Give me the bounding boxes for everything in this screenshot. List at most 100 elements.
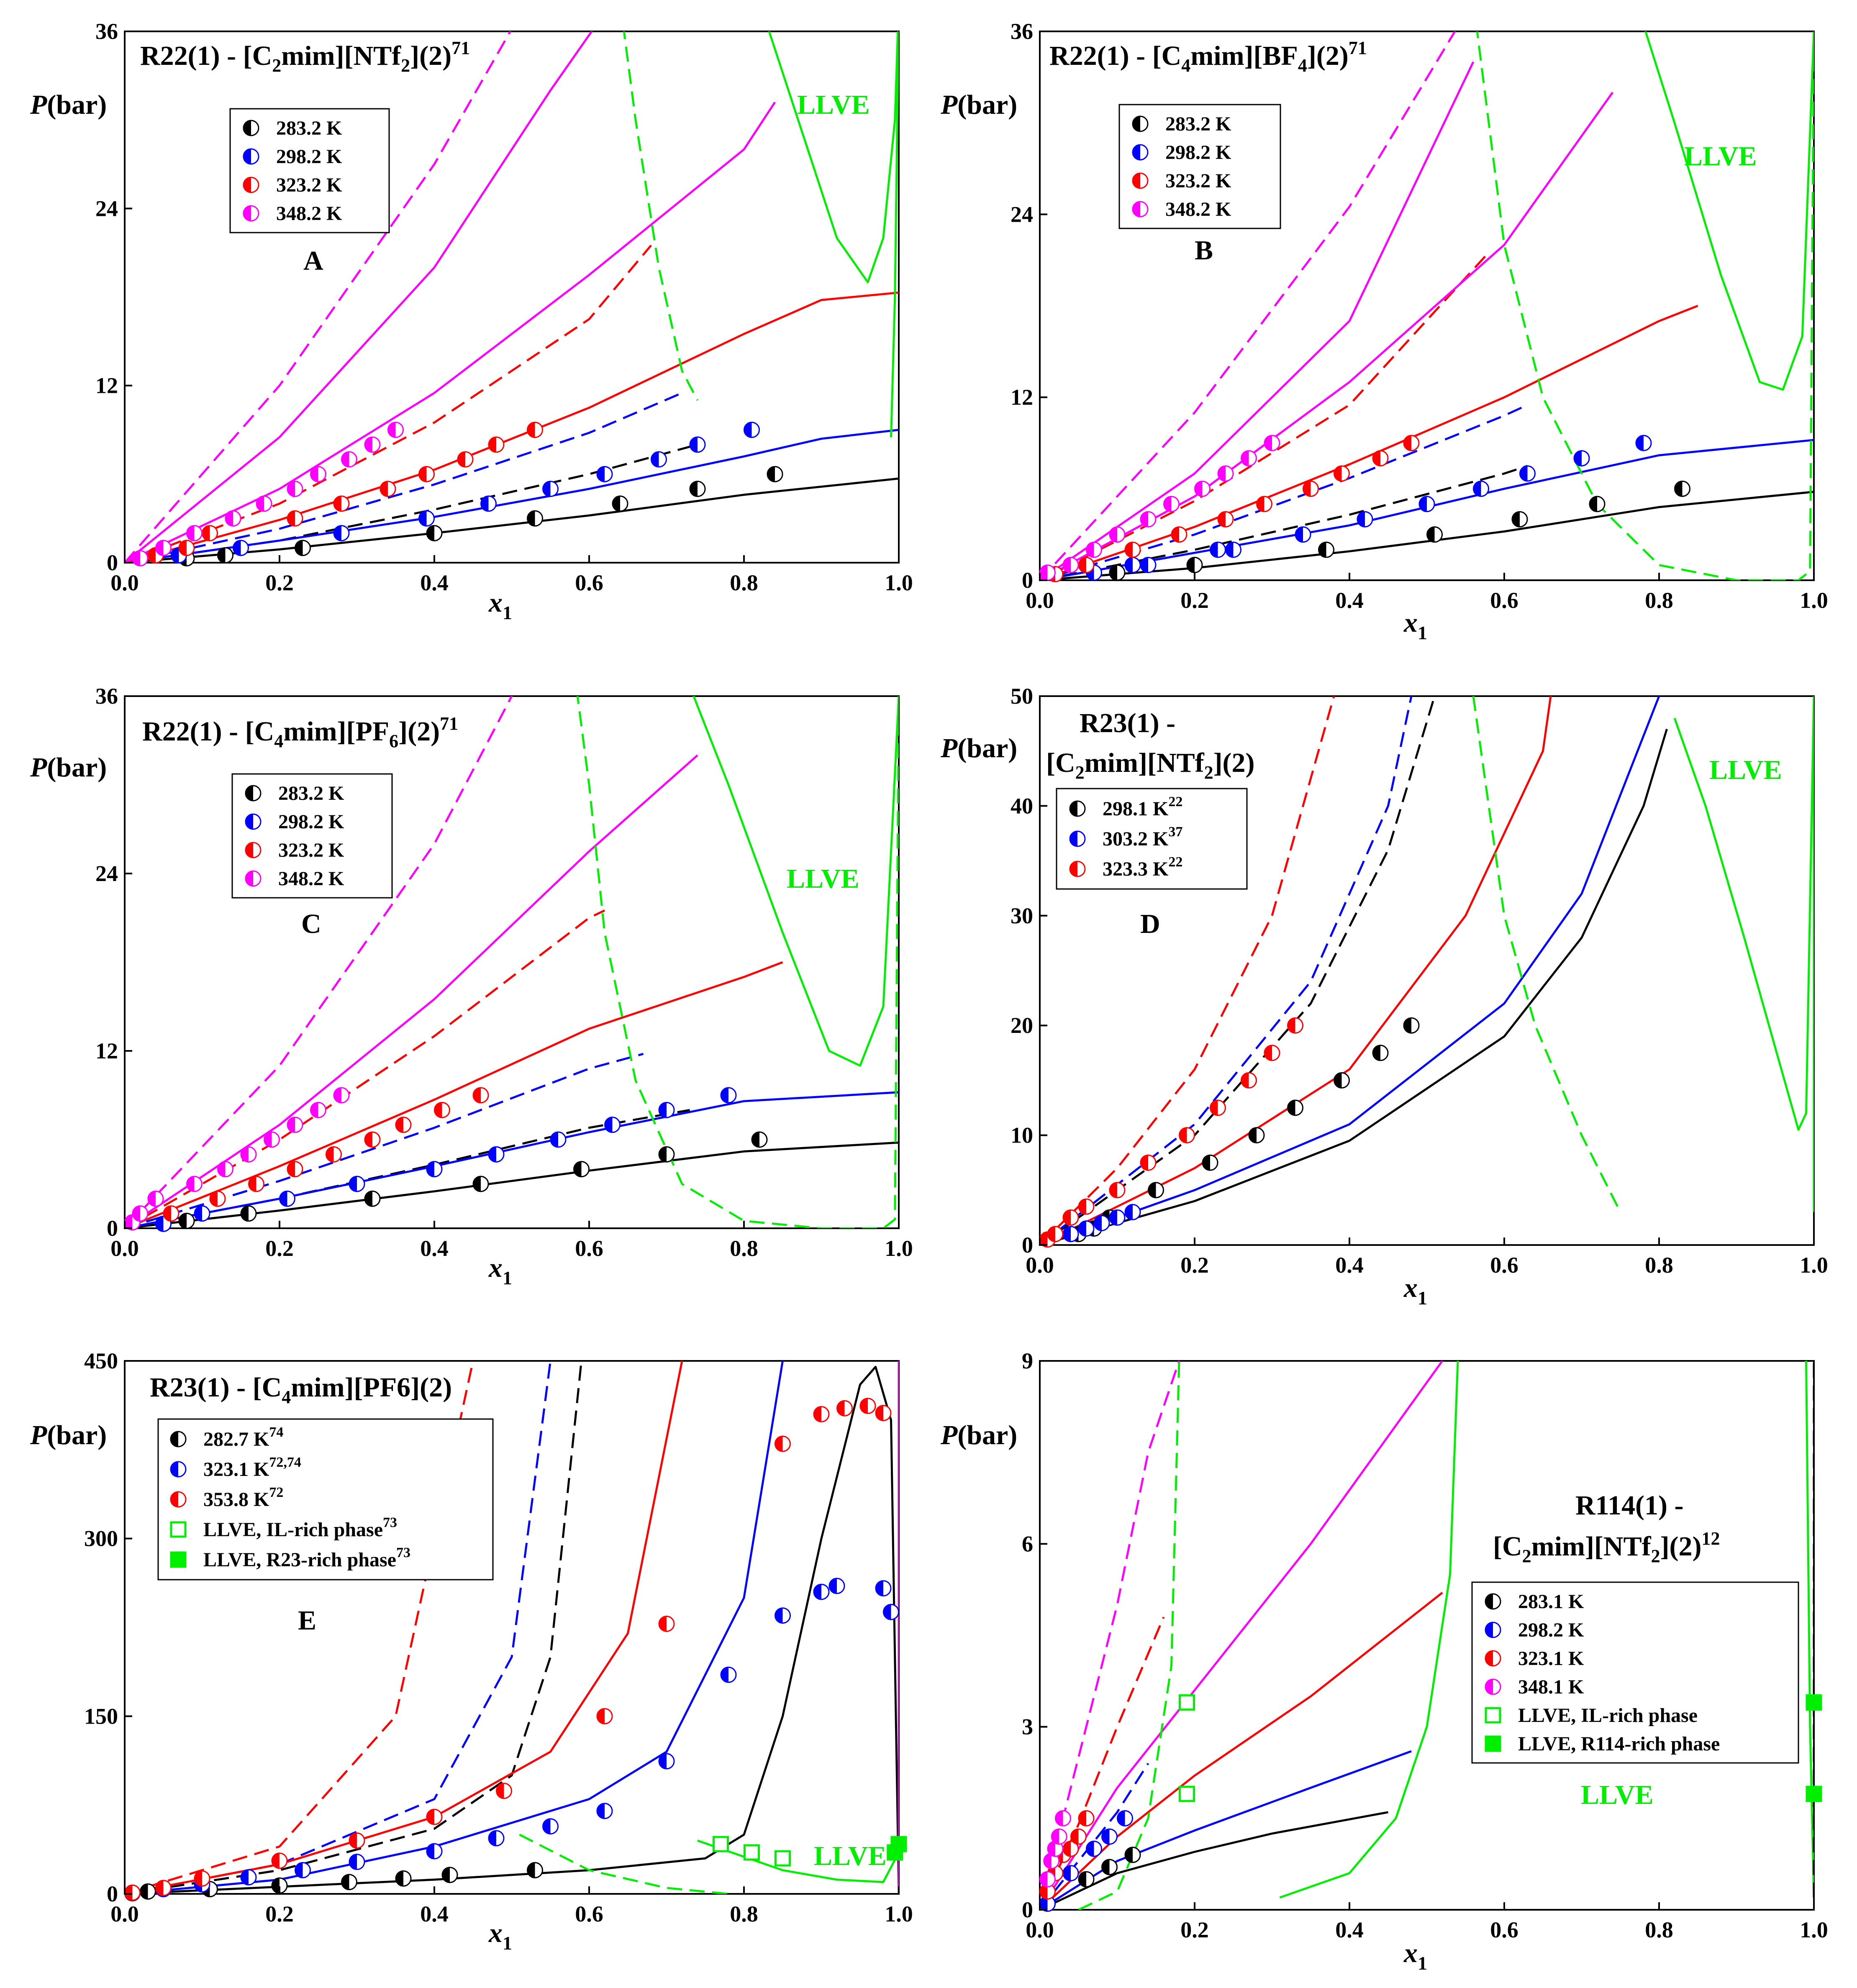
legend-label: 323.1 K [1518,1647,1584,1670]
data-point-s0-p6 [1674,480,1690,497]
x-axis-label: x1 [488,1918,512,1954]
curve-magenta-6 [125,754,698,1228]
panel-letter: E [298,1605,316,1636]
y-axis-label: P(bar) [940,733,1017,763]
data-point-s4-p1 [1179,1786,1195,1802]
x-axis-label: x1 [1403,607,1427,643]
legend-marker [245,813,262,830]
curve-black-dashed-1 [1040,465,1528,580]
legend-marker [243,177,259,193]
x-tick-label: 0.8 [1645,588,1673,613]
data-point-s1-p7 [651,451,667,468]
data-point-s0-p4 [341,1874,357,1891]
data-point-s2-p3 [1062,1840,1079,1857]
x-tick-label: 0.4 [420,570,449,595]
legend-label: 303.2 K37 [1103,824,1182,850]
data-point-s2-p12 [859,1398,876,1414]
data-point-s4-p0 [1179,1694,1195,1711]
data-point-s3-p3 [225,510,241,527]
curve-red-4 [1040,696,1552,1245]
data-point-s1-p4 [1124,1204,1141,1220]
curve-green-dashed-9 [1476,31,1814,580]
data-point-s2-p5 [364,1131,381,1148]
data-point-s0-p4 [573,1161,590,1178]
data-point-s1-p2 [279,1190,295,1207]
x-tick-label: 1.0 [885,570,913,595]
x-tick-label: 0.2 [1180,1253,1209,1278]
data-point-s1-p2 [1086,1840,1102,1857]
data-point-s3-p6 [310,466,326,482]
data-point-s3-p1 [1043,1852,1060,1869]
data-point-s1-p5 [488,1146,505,1163]
data-point-s1-p15 [875,1580,892,1597]
legend-label: 298.2 K [276,146,342,168]
panel-title: R23(1) - [1080,708,1175,738]
data-point-s1-p6 [1357,511,1373,528]
panel-c: 0.0 0.2 0.4 0.6 0.8 1.0 0 12 24 36 R22(1) - [C4mi… [30,684,913,1289]
data-point-s1-p10 [658,1753,675,1770]
legend-label: 323.2 K [278,839,344,861]
legend-box [1056,788,1248,890]
legend-marker [170,1491,187,1508]
data-point-s0-p5 [395,1870,412,1887]
x-tick-label: 0.0 [110,1236,139,1261]
legend-label: 283.2 K [278,782,344,804]
data-point-s3-p7 [287,1117,303,1133]
data-point-s5-p1 [1806,1786,1822,1802]
data-point-s2-p5 [333,495,350,512]
data-point-s3-p0 [713,1836,729,1852]
x-tick-label: 0.6 [575,1901,603,1927]
y-tick-label: 6 [1022,1531,1033,1556]
data-point-s0-p7 [527,1862,543,1878]
legend-marker [1069,800,1086,817]
x-tick-label: 0.0 [110,570,139,595]
panel-a: 0.0 0.2 0.4 0.6 0.8 1.0 0 12 24 36 R22(1) - [C2mi… [30,19,913,623]
y-tick-label: 24 [95,196,118,221]
data-point-s0-p5 [658,1146,675,1163]
legend-marker [1485,1678,1501,1695]
legend-label: 298.2 K [1518,1619,1584,1641]
data-point-s2-p7 [596,1708,613,1724]
panel-d: 0.0 0.2 0.4 0.6 0.8 1.0 0 10 20 30 40 50 R23(1) - [… [940,684,1828,1309]
llve-label: LLVE [1581,1780,1654,1810]
data-point-s1-p8 [1473,480,1489,497]
data-point-s2-p1 [1047,1226,1064,1242]
x-axis-label: x1 [488,1253,512,1289]
curve-red-3 [1040,1592,1443,1910]
legend-label: 353.8 K72 [203,1485,283,1511]
data-point-s1-p16 [883,1604,899,1620]
x-tick-label: 0.6 [575,1236,603,1261]
curve-blue-1 [1040,1750,1412,1910]
data-point-s2-p0 [163,1205,180,1222]
data-point-s0-p3 [472,1176,489,1192]
llve-label: LLVE [814,1841,887,1871]
data-point-s3-p4 [1140,511,1157,528]
data-point-s0-p1 [140,1883,156,1900]
data-point-s2-p2 [248,1176,264,1192]
data-point-s2-p13 [875,1405,892,1422]
data-point-s0-p4 [1202,1154,1218,1171]
data-point-s1-p9 [720,1087,737,1104]
llve-label: LLVE [797,90,870,120]
data-point-s3-p3 [1051,1828,1067,1845]
data-point-s1-p11 [1635,435,1652,451]
curve-green-8 [1279,1361,1459,1899]
data-point-s0-p2 [1318,541,1334,558]
data-point-s2-p6 [380,481,396,497]
curve-red-4 [125,291,899,563]
curve-blue-2 [125,429,899,563]
legend-label: LLVE, IL-rich phase73 [203,1515,397,1541]
data-point-s3-p8 [1241,450,1257,466]
legend-marker [1132,115,1149,132]
legend-marker [1132,201,1149,218]
curve-green-dashed-7 [1078,1361,1180,1910]
data-point-s0-p1 [217,547,233,564]
y-axis-label: P(bar) [30,752,107,783]
data-point-s2-p6 [1179,1127,1195,1144]
curve-black-dashed-1 [125,1361,582,1894]
legend-label: 282.7 K74 [203,1424,283,1450]
y-axis-label: P(bar) [940,90,1017,120]
data-point-s2-p8 [472,1087,489,1104]
legend: 282.7 K74 323.1 K72,74 353.8 K72 LLVE, IL-r… [157,1418,494,1581]
data-point-s3-p2 [1086,541,1102,558]
